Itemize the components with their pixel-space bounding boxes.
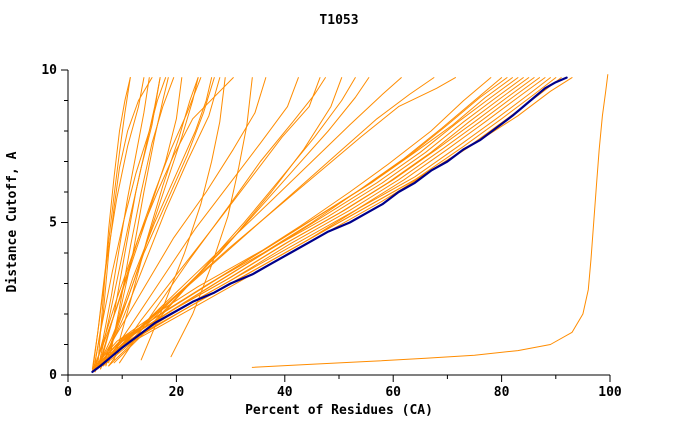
model-curve-44 [102, 77, 573, 367]
model-curve-12 [92, 77, 145, 370]
model-curve-20 [102, 77, 299, 367]
model-curve-07 [100, 77, 221, 370]
x-tick-label: 20 [169, 385, 185, 400]
x-axis-label: Percent of Residues (CA) [245, 403, 433, 418]
model-curve-33 [94, 77, 508, 368]
model-curve-21 [108, 77, 321, 367]
model-curve-16 [113, 77, 199, 361]
model-curve-04 [91, 77, 183, 371]
y-tick-label: 0 [49, 368, 57, 383]
plot-area: 0 20 40 60 80 100 0 5 10 [41, 63, 622, 400]
model-curve-27 [100, 77, 370, 367]
model-curve-45-outlier [251, 74, 609, 368]
x-tick-label: 0 [64, 385, 72, 400]
model-curve-15 [93, 77, 167, 371]
model-curve-10 [97, 77, 131, 367]
x-tick-label: 40 [277, 385, 293, 400]
highlighted-model-curve [91, 76, 568, 373]
model-curve-17 [98, 77, 161, 368]
model-curve-19 [97, 77, 267, 367]
model-curve-43 [100, 77, 562, 367]
model-curve-05 [100, 77, 199, 370]
model-curve-13 [102, 77, 213, 367]
y-tick-label: 5 [49, 216, 57, 231]
model-curve-31 [94, 77, 492, 367]
model-curve-08 [105, 77, 169, 367]
x-tick-label: 60 [385, 385, 401, 400]
model-curve-22 [119, 77, 326, 364]
model-curve-23 [170, 77, 253, 358]
model-curve-03 [97, 77, 161, 370]
model-curve-11 [108, 77, 175, 364]
model-curve-09 [93, 77, 153, 370]
x-tick-label: 80 [494, 385, 510, 400]
chart-title: T1053 [319, 13, 358, 28]
model-curve-34 [97, 77, 513, 367]
y-tick-label: 10 [41, 63, 57, 78]
model-curve-38 [100, 77, 535, 367]
y-axis-label: Distance Cutoff, A [5, 151, 20, 292]
x-tick-label: 100 [598, 385, 622, 400]
model-curve-41 [100, 77, 551, 367]
model-curve-26 [113, 77, 356, 364]
model-curve-06 [94, 77, 215, 373]
model-curve-18 [94, 77, 234, 370]
